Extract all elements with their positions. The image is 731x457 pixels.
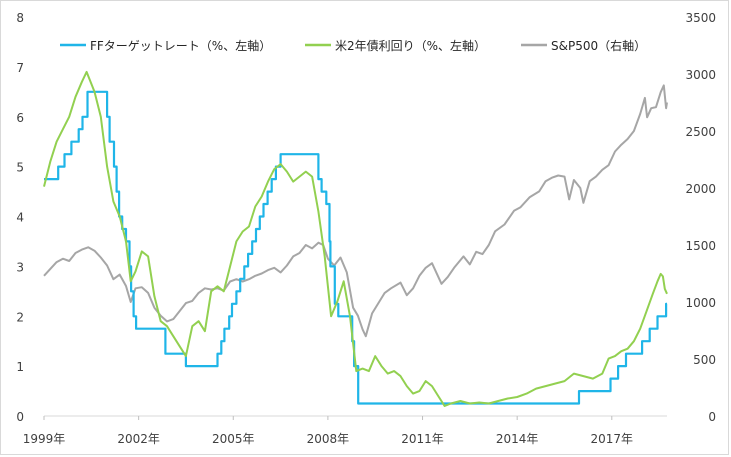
right-axis-tick-label: 2500 bbox=[685, 125, 716, 139]
legend: FFターゲットレート（%、左軸） 米2年債利回り（%、左軸） S&P500（右軸） bbox=[60, 38, 646, 53]
left-axis-tick-label: 1 bbox=[16, 360, 24, 374]
right-axis-tick-label: 0 bbox=[708, 410, 716, 424]
x-axis-tick-label: 2017年 bbox=[591, 432, 634, 446]
legend-item-ff-target-rate-label: FFターゲットレート（%、左軸） bbox=[90, 38, 271, 53]
x-axis-tick-label: 2005年 bbox=[212, 432, 255, 446]
legend-item-sp500-label: S&P500（右軸） bbox=[551, 38, 646, 53]
right-axis-tick-label: 2000 bbox=[685, 182, 716, 196]
right-axis-ticks: 0 500 1000 1500 2000 2500 3000 3500 bbox=[685, 11, 716, 424]
left-axis-ticks: 0 1 2 3 4 5 6 7 8 bbox=[16, 11, 24, 424]
left-axis-tick-label: 0 bbox=[16, 410, 24, 424]
left-axis-tick-label: 5 bbox=[16, 161, 24, 175]
us-2y-yield-line bbox=[43, 70, 668, 407]
x-axis-tick-label: 1999年 bbox=[23, 432, 66, 446]
right-axis-tick-label: 3000 bbox=[685, 68, 716, 82]
left-axis-tick-label: 6 bbox=[16, 111, 24, 125]
legend-item-us-2y-yield-label: 米2年債利回り（%、左軸） bbox=[335, 38, 486, 53]
x-axis-tick-label: 2002年 bbox=[117, 432, 160, 446]
x-axis-tick-label: 2014年 bbox=[496, 432, 539, 446]
ff-target-rate-line bbox=[44, 90, 668, 405]
left-axis-tick-label: 2 bbox=[16, 310, 24, 324]
left-axis-tick-label: 4 bbox=[16, 211, 24, 225]
left-axis-tick-label: 3 bbox=[16, 260, 24, 274]
left-axis-tick-label: 8 bbox=[16, 11, 24, 25]
right-axis-tick-label: 1500 bbox=[685, 239, 716, 253]
x-axis-tick-label: 2011年 bbox=[401, 432, 444, 446]
x-axis-tick-label: 2008年 bbox=[307, 432, 350, 446]
right-axis-tick-label: 1000 bbox=[685, 296, 716, 310]
left-axis-tick-label: 7 bbox=[16, 61, 24, 75]
sp500-line bbox=[43, 84, 668, 338]
x-axis-ticks: 1999年 2002年 2005年 2008年 2011年 2014年 2017年 bbox=[23, 415, 667, 446]
right-axis-tick-label: 3500 bbox=[685, 11, 716, 25]
right-axis-tick-label: 500 bbox=[693, 353, 716, 367]
plot-lines bbox=[43, 70, 668, 407]
